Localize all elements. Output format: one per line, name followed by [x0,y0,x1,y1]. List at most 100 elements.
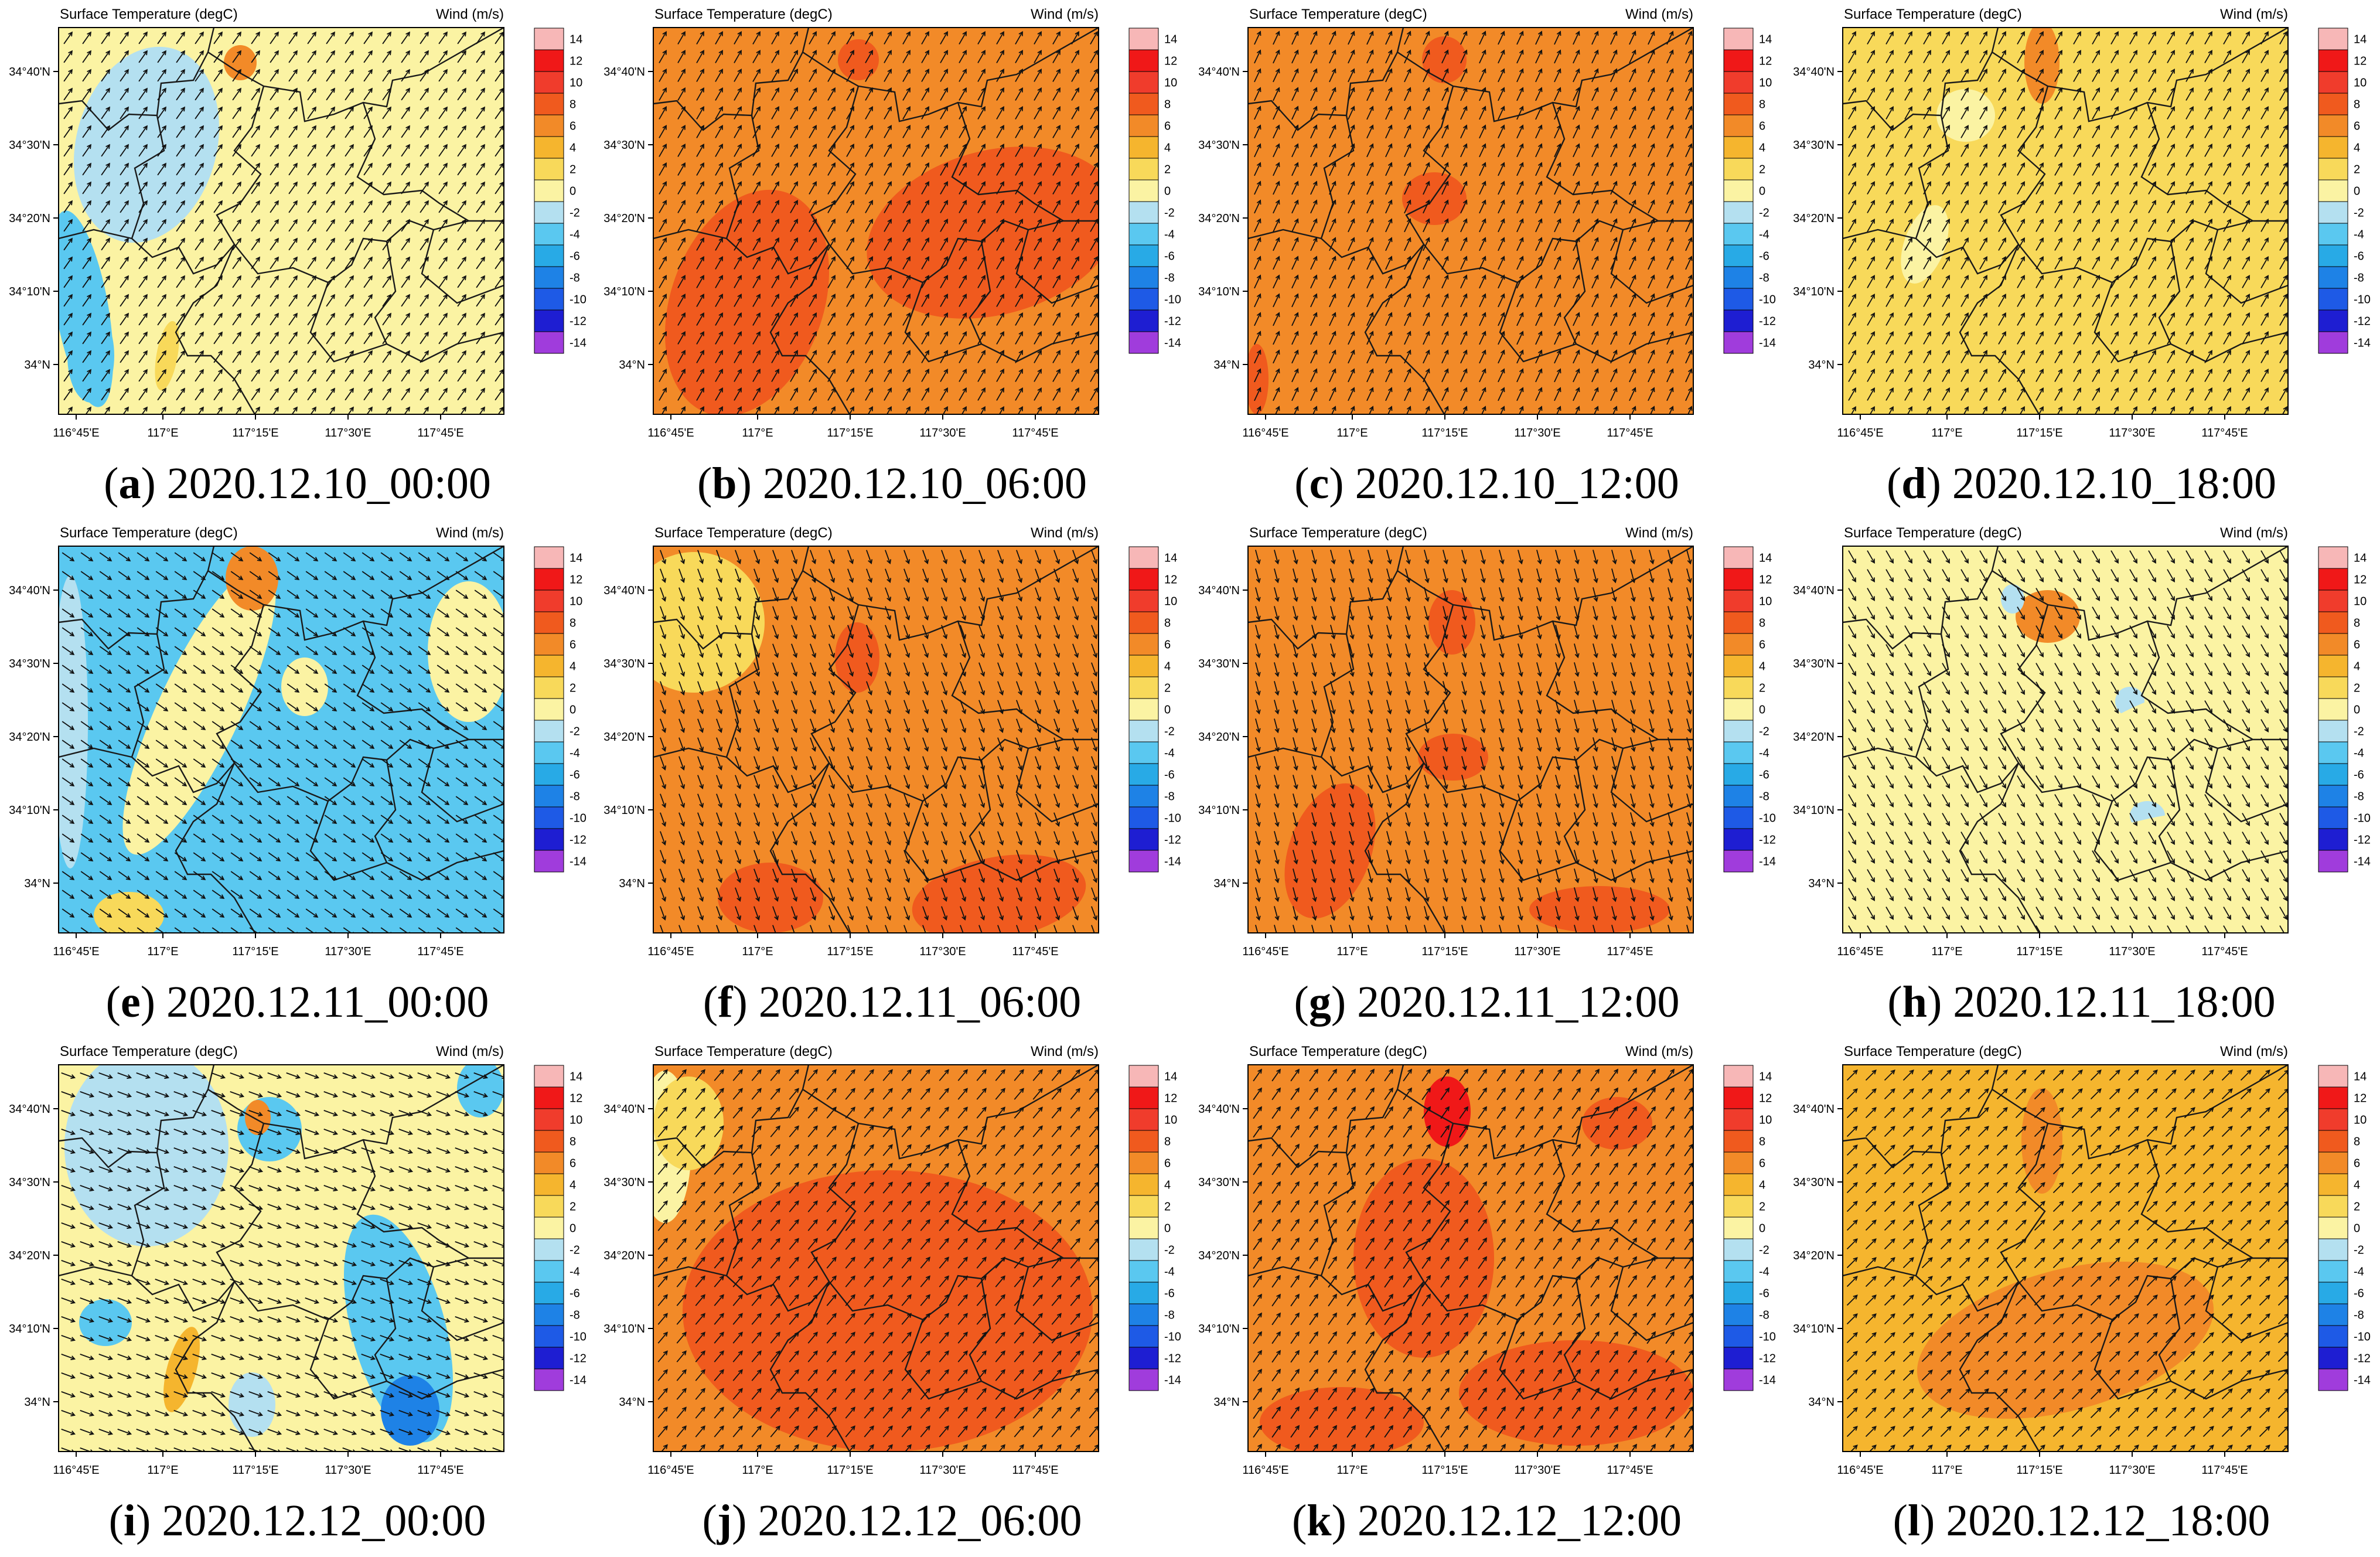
wind-arrow [809,68,817,82]
wind-arrow [1848,312,1856,326]
wind-arrow [1461,718,1467,734]
wind-arrow [1516,274,1524,289]
wind-arrow [345,125,354,138]
wind-arrow [1574,868,1580,884]
wind-arrow [1255,756,1261,771]
wind-arrow [1666,312,1674,326]
wind-arrow [1554,180,1561,195]
x-tick-label: 117°45'E [417,945,463,958]
wind-arrow [903,925,908,933]
wind-arrow [978,568,986,584]
wind-arrow [118,815,131,824]
wind-arrow [1090,68,1098,82]
wind-arrow [1255,887,1261,902]
wind-arrow [1885,368,1894,382]
boundary-line [769,244,851,414]
wind-arrow [2094,406,2100,414]
panel-a: Surface Temperature (degC) Wind (m/s) 116°… [0,0,595,519]
wind-arrow [61,1072,76,1079]
temperature-patches [1901,28,2060,284]
wind-arrow [1052,255,1061,270]
wind-arrow [790,255,798,270]
wind-arrow [2223,850,2231,864]
wind-arrow [2054,143,2062,157]
wind-arrow [1630,812,1636,827]
x-tick-label: 117°15'E [827,945,873,958]
colorbar-label: 8 [570,98,576,111]
wind-arrow [323,1091,339,1098]
wind-arrow [380,777,394,786]
wind-arrow [1848,49,1856,63]
wind-arrow [772,568,779,584]
wind-arrow [1610,124,1618,139]
wind-arrow [1518,718,1523,734]
colorbar-cell [1128,676,1159,699]
wind-arrow [2282,406,2287,414]
colorbar-label: -12 [1164,834,1181,847]
wind-arrow [418,740,431,749]
wind-arrow [1904,218,1912,232]
wind-arrow [1867,625,1875,639]
wind-arrow [2242,274,2250,288]
map-frame [653,546,1099,933]
wind-arrow [1960,218,1969,232]
wind-arrow [809,218,817,232]
boundary-line [1015,229,1099,304]
wind-arrow [138,106,148,120]
x-tick-label: 117°E [1336,427,1368,439]
wind-arrow [1034,180,1042,195]
wind-arrow [1555,737,1561,752]
wind-arrow [1885,813,1894,827]
wind-arrow [193,683,206,693]
wind-arrow [1461,643,1467,659]
wind-arrow [62,740,75,749]
wind-arrow [476,144,485,157]
boundary-line [1546,102,1659,222]
wind-arrow [438,369,448,382]
wind-arrow [1573,293,1580,308]
wind-arrow [1686,868,1692,884]
wind-arrow [2129,775,2137,789]
wind-arrow [1441,68,1449,83]
wind-arrow [1611,925,1615,933]
map-figure-b: Surface Temperature (degC) Wind (m/s)116°… [603,6,1181,439]
wind-arrow [230,796,244,805]
wind-arrow [1443,568,1448,584]
wind-arrow [827,387,836,401]
colorbar-label: 14 [1164,552,1177,565]
wind-arrow [2167,199,2175,213]
wind-arrow [1052,312,1061,326]
wind-arrow [2185,888,2194,902]
wind-arrow [1255,850,1261,865]
wind-arrow [1686,906,1692,921]
wind-arrow [903,625,911,640]
wind-arrow [2204,293,2212,307]
wind-arrow [216,406,223,414]
wind-arrow [678,625,686,640]
wind-arrow [772,812,779,827]
wind-arrow [1686,550,1692,565]
wind-arrow [2054,663,2062,677]
wind-arrow [1441,368,1449,383]
wind-arrow [80,927,92,933]
wind-arrow [1385,237,1393,251]
wind-arrow [2092,925,2098,933]
colorbar-cell [1128,93,1159,115]
wind-arrow [1649,700,1655,715]
wind-arrow [1073,406,1079,414]
wind-arrow [287,833,300,843]
wind-arrow [173,1316,189,1323]
wind-arrow [1554,387,1561,401]
wind-arrow [343,552,356,561]
y-tick-label: 34°N [24,359,50,372]
wind-arrow [1979,368,1987,382]
wind-arrow [1998,162,2006,176]
wind-arrow [677,312,686,326]
wind-arrow [867,406,873,414]
panel-h: Surface Temperature (degC) Wind (m/s) 116°… [1784,519,2379,1037]
wind-arrow [2092,49,2100,63]
wind-arrow [1923,49,1931,63]
wind-arrow [1330,906,1336,921]
wind-arrow [1255,625,1261,640]
